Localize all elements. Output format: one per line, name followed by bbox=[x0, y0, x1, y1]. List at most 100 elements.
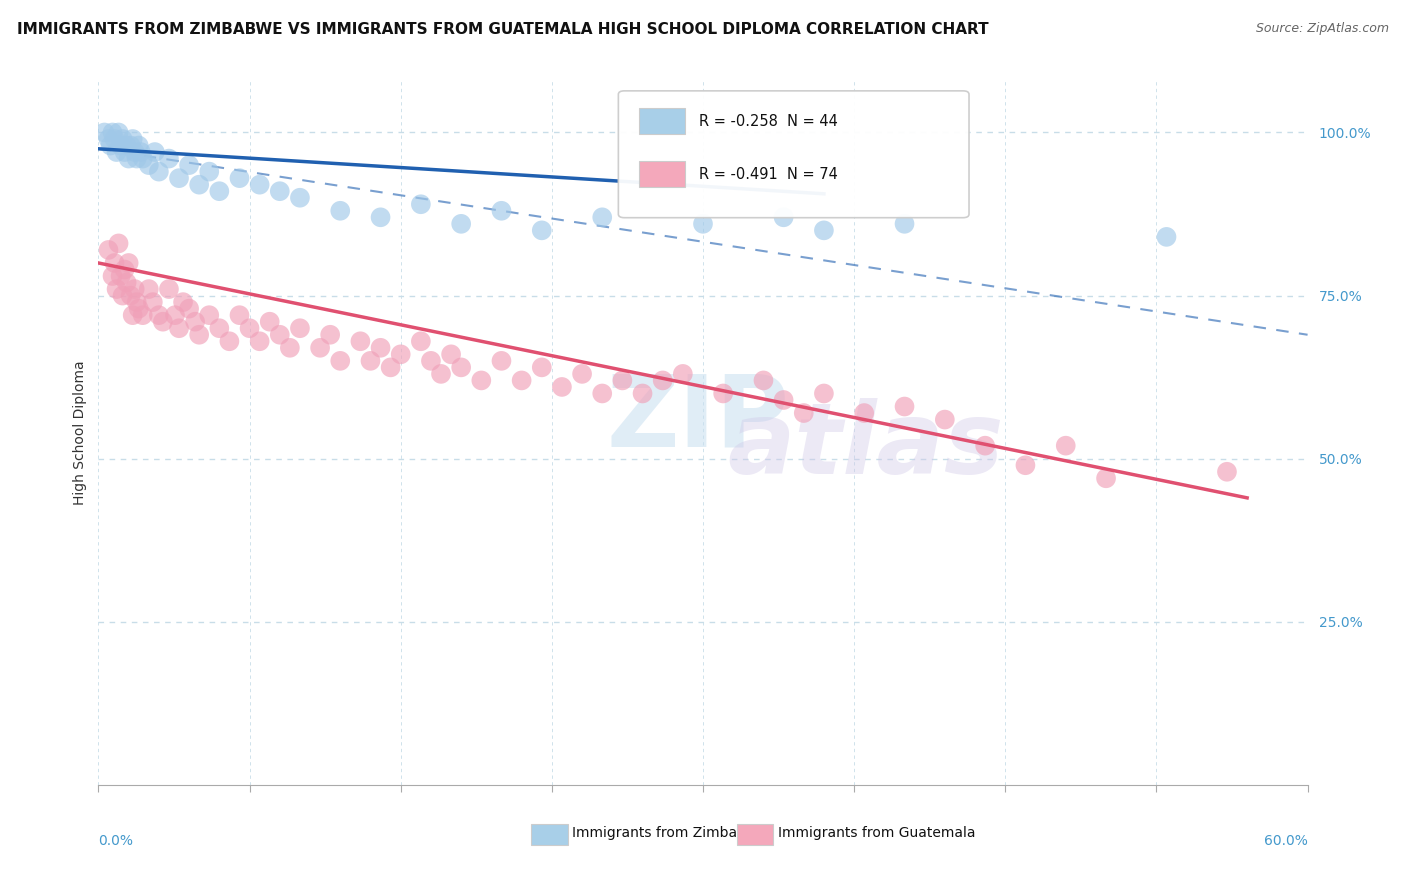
Point bbox=[1156, 230, 1178, 244]
Point bbox=[450, 217, 472, 231]
Point bbox=[380, 360, 402, 375]
Point bbox=[138, 282, 160, 296]
Point bbox=[711, 386, 734, 401]
Point bbox=[142, 295, 165, 310]
Point bbox=[591, 386, 613, 401]
Point bbox=[288, 191, 311, 205]
Point bbox=[491, 203, 513, 218]
Point bbox=[105, 282, 128, 296]
Point bbox=[167, 321, 190, 335]
Point bbox=[551, 380, 574, 394]
Point bbox=[120, 288, 142, 302]
Point bbox=[111, 288, 134, 302]
Point bbox=[491, 354, 513, 368]
Point bbox=[121, 132, 143, 146]
Point bbox=[148, 308, 170, 322]
Point bbox=[179, 301, 201, 316]
Point bbox=[120, 138, 142, 153]
Bar bbox=[531, 823, 568, 845]
Point bbox=[157, 152, 180, 166]
Point bbox=[752, 373, 775, 387]
Text: 0.0%: 0.0% bbox=[98, 833, 134, 847]
Point bbox=[571, 367, 593, 381]
Point bbox=[409, 334, 432, 349]
Point bbox=[813, 386, 835, 401]
Text: 60.0%: 60.0% bbox=[1264, 833, 1308, 847]
Point bbox=[420, 354, 443, 368]
Point bbox=[100, 138, 122, 153]
Point bbox=[370, 211, 392, 225]
Point bbox=[510, 373, 533, 387]
Point bbox=[110, 268, 132, 283]
Point bbox=[470, 373, 492, 387]
Point bbox=[124, 145, 146, 159]
Point bbox=[138, 158, 160, 172]
Point bbox=[103, 132, 125, 146]
Point bbox=[631, 386, 654, 401]
Point bbox=[184, 315, 207, 329]
Point bbox=[103, 256, 125, 270]
Point bbox=[389, 347, 412, 361]
FancyBboxPatch shape bbox=[619, 91, 969, 218]
Point bbox=[125, 295, 148, 310]
Point bbox=[125, 152, 148, 166]
Point bbox=[118, 256, 141, 270]
Bar bbox=[638, 161, 685, 186]
Bar bbox=[638, 109, 685, 134]
Point bbox=[163, 308, 186, 322]
Point bbox=[269, 327, 291, 342]
Point bbox=[288, 321, 311, 335]
Point bbox=[97, 132, 120, 146]
Point bbox=[93, 126, 115, 140]
Point bbox=[1216, 465, 1239, 479]
Point bbox=[772, 392, 794, 407]
Point bbox=[349, 334, 371, 349]
Point bbox=[530, 360, 553, 375]
Point bbox=[111, 132, 134, 146]
Point bbox=[167, 171, 190, 186]
Point bbox=[115, 138, 138, 153]
Point bbox=[172, 295, 194, 310]
Point bbox=[101, 126, 124, 140]
Point bbox=[360, 354, 382, 368]
Point bbox=[188, 327, 211, 342]
Point bbox=[114, 145, 136, 159]
Point bbox=[934, 412, 956, 426]
Point bbox=[440, 347, 463, 361]
Point bbox=[329, 354, 352, 368]
Y-axis label: High School Diploma: High School Diploma bbox=[73, 360, 87, 505]
Point bbox=[128, 138, 150, 153]
Point bbox=[309, 341, 332, 355]
Point bbox=[672, 367, 695, 381]
Point bbox=[409, 197, 432, 211]
Text: R = -0.258  N = 44: R = -0.258 N = 44 bbox=[699, 113, 838, 128]
Point bbox=[329, 203, 352, 218]
Point bbox=[612, 373, 634, 387]
Point bbox=[813, 223, 835, 237]
Text: IMMIGRANTS FROM ZIMBABWE VS IMMIGRANTS FROM GUATEMALA HIGH SCHOOL DIPLOMA CORREL: IMMIGRANTS FROM ZIMBABWE VS IMMIGRANTS F… bbox=[17, 22, 988, 37]
Point bbox=[124, 282, 146, 296]
Point bbox=[114, 262, 136, 277]
Point bbox=[129, 145, 152, 159]
Bar bbox=[737, 823, 773, 845]
Text: ZIP: ZIP bbox=[606, 370, 789, 467]
Point bbox=[1095, 471, 1118, 485]
Point bbox=[132, 308, 155, 322]
Text: Source: ZipAtlas.com: Source: ZipAtlas.com bbox=[1256, 22, 1389, 36]
Point bbox=[853, 406, 876, 420]
Point bbox=[101, 268, 124, 283]
Text: atlas: atlas bbox=[727, 398, 1004, 495]
Point bbox=[128, 301, 150, 316]
Point bbox=[278, 341, 301, 355]
Point bbox=[143, 145, 166, 159]
Point bbox=[370, 341, 392, 355]
Point bbox=[152, 315, 174, 329]
Point bbox=[1054, 439, 1077, 453]
Point bbox=[793, 406, 815, 420]
Point bbox=[97, 243, 120, 257]
Point bbox=[198, 164, 221, 178]
Point bbox=[1014, 458, 1036, 473]
Point bbox=[239, 321, 262, 335]
Text: R = -0.491  N = 74: R = -0.491 N = 74 bbox=[699, 167, 838, 181]
Point bbox=[132, 152, 155, 166]
